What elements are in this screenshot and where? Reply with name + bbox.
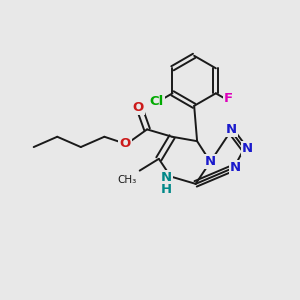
Text: CH₃: CH₃: [118, 175, 137, 185]
Text: O: O: [133, 101, 144, 114]
Text: H: H: [160, 183, 172, 196]
Text: N: N: [160, 171, 172, 184]
Text: N: N: [230, 161, 241, 174]
Text: F: F: [224, 92, 233, 105]
Text: N: N: [242, 142, 253, 155]
Text: N: N: [225, 123, 236, 136]
Text: Cl: Cl: [150, 95, 164, 108]
Text: N: N: [205, 155, 216, 168]
Text: O: O: [119, 137, 130, 150]
